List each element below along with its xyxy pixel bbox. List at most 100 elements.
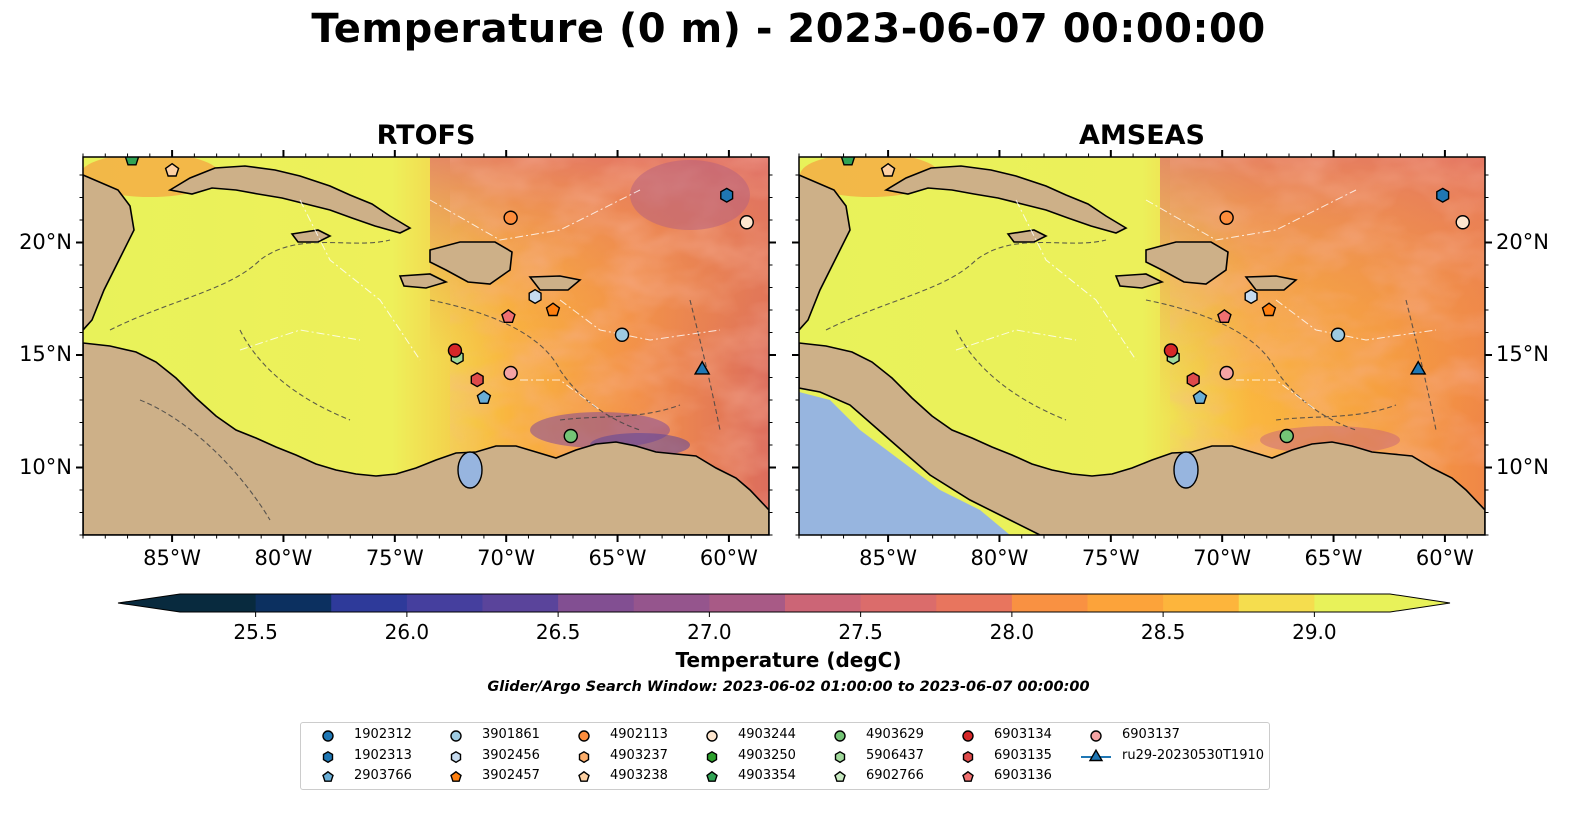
float-marker-6903135: [470, 372, 484, 388]
cool-patch: [630, 160, 750, 230]
float-marker-ru29-20230530T1910: [1409, 360, 1427, 375]
legend-marker: [962, 730, 974, 742]
float-marker-1902312: [99, 22, 112, 35]
float-marker-3902457: [1261, 302, 1277, 317]
legend-marker: [834, 730, 846, 742]
x-tick-label: 75°W: [365, 546, 424, 570]
axis-ticks: [792, 150, 1492, 542]
legend: 1902312 1902313 2903766 3901861 3902456 39024…: [300, 722, 1270, 790]
colorbar-segment: [482, 594, 559, 612]
float-marker-6903135: [1186, 372, 1200, 388]
legend-marker: [1088, 748, 1104, 761]
search-window-caption: Glider/Argo Search Window: 2023-06-02 01…: [487, 679, 1090, 695]
hexagon-icon: [706, 750, 718, 763]
legend-marker: [706, 770, 718, 782]
map-panel-rtofs: [76, 22, 776, 542]
x-tick-label: 80°W: [970, 546, 1029, 570]
legend-marker: [962, 770, 974, 782]
x-tick-label: 85°W: [859, 546, 918, 570]
float-marker-6903134: [447, 343, 463, 358]
legend-label: 1902312: [354, 727, 412, 742]
legend-marker: [1090, 730, 1102, 742]
float-marker-ru29-20230530T1910: [693, 360, 711, 375]
y-tick-label: 20°N: [19, 229, 72, 254]
y-tick-label: 10°N: [19, 454, 72, 479]
legend-label: 1902313: [354, 747, 412, 763]
bathymetry-contours: [825, 239, 1437, 431]
legend-marker: [834, 770, 846, 782]
pentagon-icon: [450, 770, 462, 782]
hexagon-icon: [834, 750, 846, 763]
y-tick-label: 20°N: [1496, 229, 1549, 254]
float-marker-4903250: [838, 123, 850, 137]
float-marker-6903137: [1219, 365, 1234, 381]
panel-title-amseas: AMSEAS: [1079, 120, 1205, 151]
pentagon-icon: [834, 770, 846, 782]
float-marker-3902457: [545, 302, 561, 317]
legend-label: 3902456: [482, 747, 540, 763]
legend-marker: [962, 750, 974, 763]
float-marker-3901861: [1330, 327, 1346, 342]
map-panel-amseas: [792, 22, 1492, 542]
colorbar-segment: [1314, 594, 1391, 612]
legend-label: 2903766: [354, 768, 412, 783]
x-tick-label: 70°W: [1193, 546, 1252, 570]
circle-icon: [834, 730, 846, 742]
x-tick-label: 65°W: [588, 546, 647, 570]
colorbar-tick-label: 28.0: [989, 620, 1035, 644]
x-tick-label: 85°W: [143, 546, 202, 570]
legend-label: 3901861: [482, 727, 540, 742]
float-marker-4903244: [1455, 215, 1470, 230]
hexagon-icon: [450, 750, 462, 763]
lake-maracaibo: [1173, 451, 1199, 489]
x-tick-label: 70°W: [477, 546, 536, 570]
float-marker-6902766: [277, 101, 290, 113]
legend-label: 4902113: [610, 727, 668, 742]
colorbar-segment: [936, 594, 1013, 612]
legend-label: ru29-20230530T1910: [1122, 747, 1265, 763]
float-marker-2903766: [476, 390, 492, 404]
float-marker-3902456: [1244, 288, 1258, 305]
legend-marker: [706, 750, 718, 763]
panel-title-rtofs: RTOFS: [376, 120, 476, 151]
legend-label: 6902766: [866, 768, 924, 783]
colorbar-segment: [558, 594, 635, 612]
legend-marker: [706, 730, 718, 742]
circle-icon: [322, 730, 334, 742]
figure-title: Temperature (0 m) - 2023-06-07 00:00:00: [311, 6, 1266, 52]
float-marker-4903238: [164, 162, 180, 177]
float-marker-4903250: [122, 123, 134, 137]
float-marker-6902766: [993, 101, 1006, 113]
circle-icon: [1090, 730, 1102, 742]
landmass: [799, 165, 1485, 535]
colorbar-segment: [709, 594, 786, 612]
legend-marker: [834, 750, 846, 763]
float-marker-3901861: [614, 327, 630, 342]
float-marker-6903134: [1163, 343, 1179, 358]
colorbar-segment: [406, 594, 483, 612]
hexagon-icon: [962, 750, 974, 763]
legend-label: 4903238: [610, 768, 668, 783]
circle-icon: [450, 730, 462, 742]
hexagon-icon: [322, 750, 334, 763]
circle-icon: [962, 730, 974, 742]
float-marker-1902312: [815, 22, 828, 35]
colorbar-outline: [117, 593, 1451, 613]
legend-label: 3902457: [482, 768, 540, 783]
colorbar-segment: [1087, 594, 1164, 612]
colorbar-segment: [633, 594, 710, 612]
float-marker-4902113: [503, 210, 518, 225]
float-marker-6903137: [503, 365, 518, 381]
float-marker-4903244: [739, 215, 754, 230]
lake-maracaibo: [457, 451, 483, 489]
legend-label: 6903134: [994, 727, 1052, 742]
legend-marker: [322, 770, 334, 782]
colorbar-segment: [1011, 594, 1088, 612]
colorbar-tick-label: 28.5: [1140, 620, 1186, 644]
float-marker-4903354: [840, 157, 856, 166]
x-tick-label: 60°W: [699, 546, 758, 570]
circle-icon: [706, 730, 718, 742]
legend-label: 4903250: [738, 747, 796, 763]
colorbar-extend-low: [118, 594, 180, 612]
